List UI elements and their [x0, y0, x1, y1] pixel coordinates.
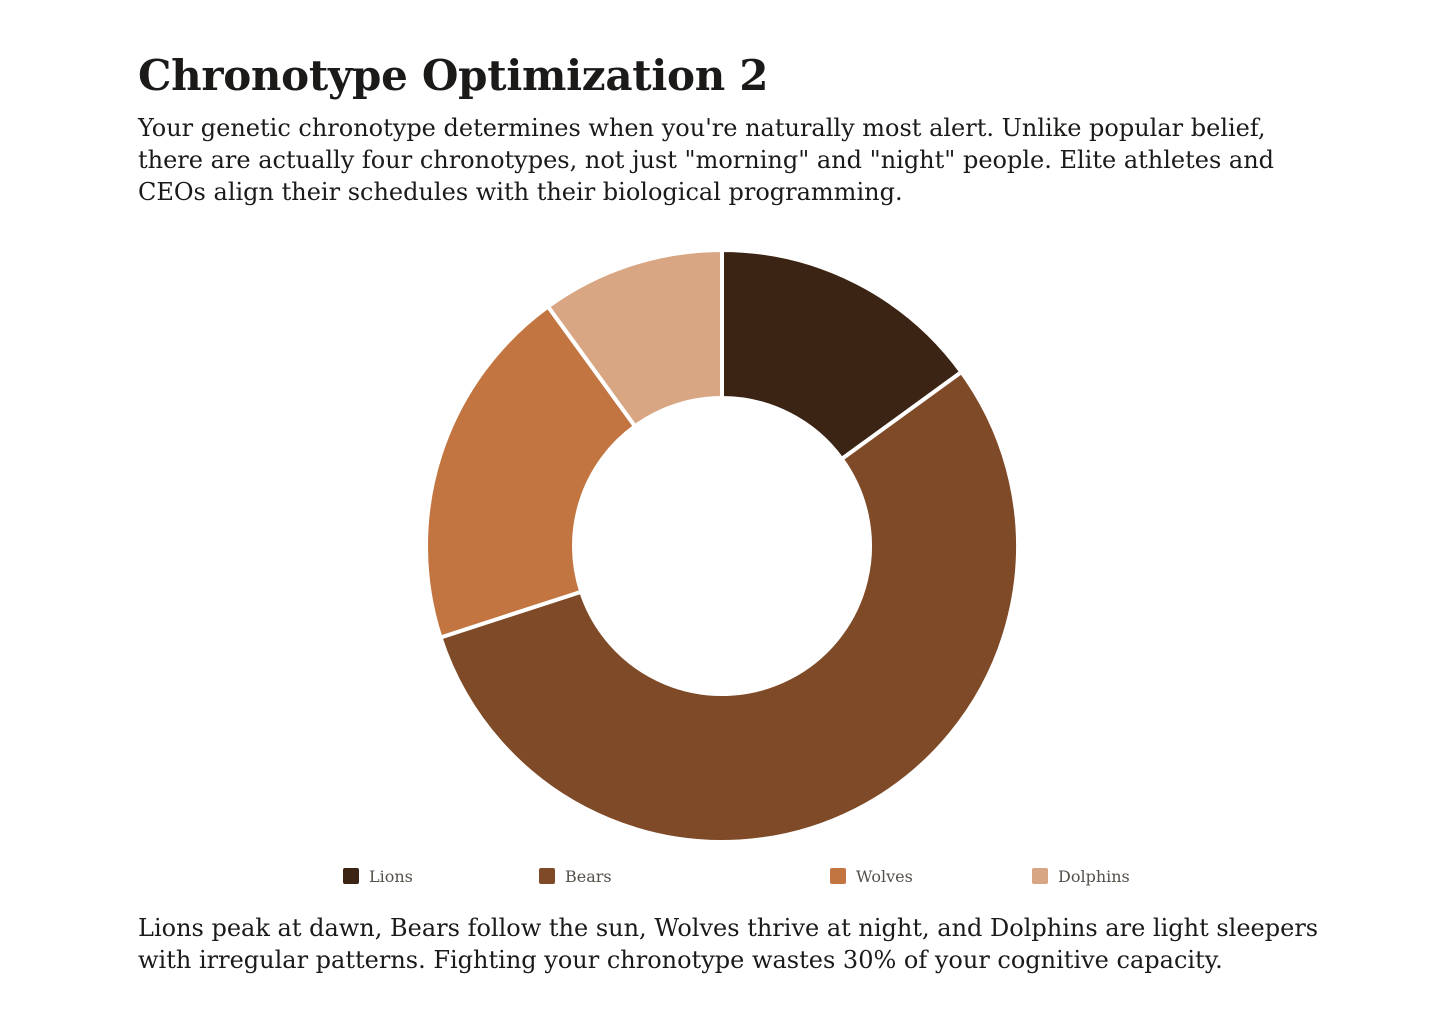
- outro-paragraph: Lions peak at dawn, Bears follow the sun…: [138, 914, 1319, 974]
- page-title: Chronotype Optimization 2: [138, 51, 769, 100]
- chronotype-chart: Lions Bears Wolves Dolphins: [0, 230, 1445, 910]
- slice-wolves[interactable]: [424, 304, 638, 640]
- slice-dolphins[interactable]: [546, 248, 724, 429]
- doughnut-chart-svg: Lions Bears Wolves Dolphins: [343, 248, 1130, 886]
- legend-swatch-lions: [343, 868, 359, 884]
- slice-lions[interactable]: [720, 248, 964, 462]
- legend-item-bears[interactable]: Bears: [539, 867, 612, 886]
- legend-label-wolves: Wolves: [856, 867, 913, 886]
- legend-swatch-wolves: [830, 868, 846, 884]
- legend-item-lions[interactable]: Lions: [343, 867, 413, 886]
- legend-swatch-dolphins: [1032, 868, 1048, 884]
- intro-paragraph: Your genetic chronotype determines when …: [138, 114, 1275, 206]
- legend-label-bears: Bears: [565, 867, 612, 886]
- legend-swatch-bears: [539, 868, 555, 884]
- legend-item-dolphins[interactable]: Dolphins: [1032, 867, 1130, 886]
- slice-bears[interactable]: [438, 370, 1020, 844]
- legend-label-dolphins: Dolphins: [1058, 867, 1130, 886]
- legend-item-wolves[interactable]: Wolves: [830, 867, 913, 886]
- legend-label-lions: Lions: [369, 867, 413, 886]
